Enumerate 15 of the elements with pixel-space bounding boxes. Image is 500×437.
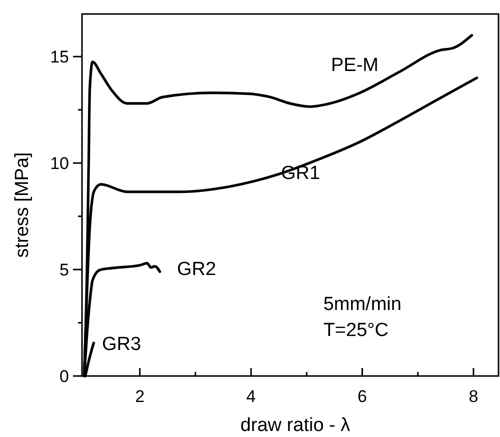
x-tick-label: 8 xyxy=(468,387,478,406)
x-tick-label: 2 xyxy=(135,387,145,406)
x-tick-label: 4 xyxy=(246,387,256,406)
y-tick-label: 10 xyxy=(50,154,69,174)
x-tick-label: 6 xyxy=(358,387,367,406)
y-tick-label: 15 xyxy=(50,48,69,67)
y-axis-title: stress [MPa] xyxy=(12,152,33,258)
y-tick-label: 5 xyxy=(60,260,69,280)
series-label: GR3 xyxy=(102,334,142,356)
annotation: 5mm/min xyxy=(323,294,402,315)
series-label: GR2 xyxy=(177,259,216,280)
annotation: T=25°C xyxy=(323,320,388,341)
y-tick-label: 0 xyxy=(60,367,69,386)
x-axis-title: draw ratio - λ xyxy=(240,415,351,436)
series-label: PE-M xyxy=(331,55,378,76)
